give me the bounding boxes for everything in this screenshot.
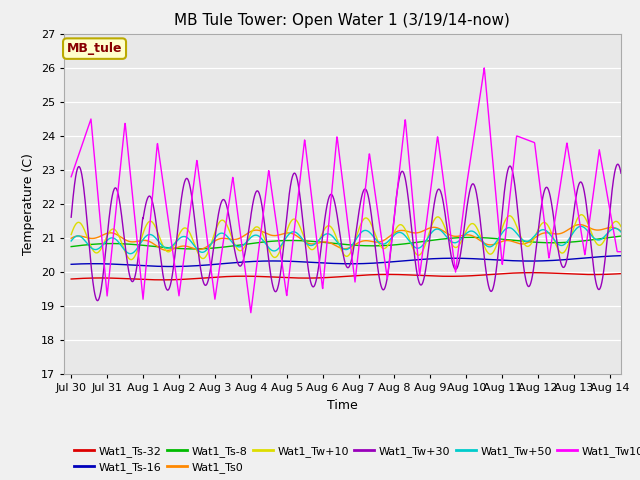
Wat1_Tw+10 — [506, 213, 514, 219]
Wat1_Tw100 — [608, 220, 616, 226]
Wat1_Tw100 — [247, 310, 255, 315]
Wat1_Ts-16 — [506, 258, 514, 264]
Y-axis label: Temperature (C): Temperature (C) — [22, 153, 35, 255]
Wat1_Tw+50 — [67, 238, 75, 244]
Wat1_Ts-8 — [324, 240, 332, 246]
Wat1_Ts-32 — [324, 275, 332, 280]
Wat1_Tw+50 — [608, 226, 616, 232]
Wat1_Tw+30 — [624, 231, 632, 237]
Wat1_Tw100 — [96, 211, 104, 216]
Wat1_Ts-16 — [608, 253, 616, 259]
Wat1_Ts-8 — [67, 244, 75, 250]
Wat1_Tw+50 — [339, 245, 346, 251]
Line: Wat1_Tw+30: Wat1_Tw+30 — [71, 164, 628, 300]
Wat1_Tw+30 — [96, 293, 104, 299]
Wat1_Tw+10 — [96, 248, 104, 254]
Wat1_Tw+50 — [96, 245, 104, 251]
Wat1_Ts0 — [609, 225, 616, 230]
Wat1_Tw+50 — [324, 231, 332, 237]
Wat1_Tw+50 — [609, 226, 616, 232]
Title: MB Tule Tower: Open Water 1 (3/19/14-now): MB Tule Tower: Open Water 1 (3/19/14-now… — [175, 13, 510, 28]
Wat1_Ts-8 — [608, 234, 616, 240]
Wat1_Ts0 — [575, 222, 583, 228]
Wat1_Tw+10 — [324, 223, 332, 229]
Wat1_Ts-8 — [624, 232, 632, 238]
Wat1_Tw+10 — [67, 232, 75, 238]
Line: Wat1_Ts-8: Wat1_Ts-8 — [71, 235, 628, 249]
Wat1_Tw100 — [506, 191, 514, 197]
Wat1_Ts0 — [506, 238, 514, 244]
Wat1_Tw100 — [324, 235, 332, 241]
Wat1_Tw+30 — [67, 215, 75, 220]
Wat1_Tw+30 — [608, 190, 616, 195]
Wat1_Ts-16 — [67, 262, 75, 267]
Wat1_Tw+50 — [624, 238, 632, 244]
X-axis label: Time: Time — [327, 399, 358, 412]
Wat1_Ts0 — [96, 234, 104, 240]
Wat1_Tw+10 — [578, 212, 586, 217]
Wat1_Ts-32 — [96, 275, 104, 281]
Wat1_Tw100 — [67, 174, 75, 180]
Wat1_Ts-32 — [608, 271, 616, 277]
Wat1_Ts-8 — [339, 241, 346, 247]
Wat1_Tw100 — [339, 175, 346, 181]
Wat1_Ts-16 — [339, 261, 346, 266]
Wat1_Ts-32 — [609, 271, 616, 277]
Wat1_Ts-8 — [506, 237, 514, 243]
Wat1_Tw+50 — [126, 251, 134, 256]
Wat1_Tw+50 — [577, 223, 585, 229]
Wat1_Ts-16 — [96, 261, 104, 266]
Wat1_Tw+10 — [608, 222, 616, 228]
Wat1_Tw+30 — [324, 200, 332, 206]
Line: Wat1_Tw+10: Wat1_Tw+10 — [71, 215, 628, 260]
Line: Wat1_Tw100: Wat1_Tw100 — [71, 68, 628, 312]
Wat1_Ts-16 — [608, 253, 616, 259]
Wat1_Ts-32 — [528, 270, 536, 276]
Wat1_Ts0 — [324, 239, 332, 245]
Wat1_Tw100 — [624, 249, 632, 254]
Wat1_Ts0 — [163, 248, 171, 253]
Line: Wat1_Ts-16: Wat1_Ts-16 — [71, 255, 628, 266]
Wat1_Ts-32 — [506, 270, 514, 276]
Wat1_Ts-32 — [339, 274, 346, 279]
Wat1_Tw+10 — [624, 241, 632, 247]
Wat1_Ts0 — [624, 233, 632, 239]
Wat1_Tw+30 — [614, 161, 621, 167]
Line: Wat1_Ts0: Wat1_Ts0 — [71, 225, 628, 251]
Wat1_Tw+10 — [127, 257, 135, 263]
Wat1_Ts-16 — [624, 252, 632, 258]
Wat1_Tw+30 — [339, 246, 346, 252]
Wat1_Ts-8 — [189, 246, 197, 252]
Wat1_Ts-32 — [624, 270, 632, 276]
Wat1_Ts-32 — [67, 276, 75, 282]
Wat1_Ts-32 — [159, 277, 166, 283]
Wat1_Tw+10 — [609, 221, 616, 227]
Line: Wat1_Tw+50: Wat1_Tw+50 — [71, 226, 628, 253]
Wat1_Ts-16 — [167, 264, 175, 269]
Wat1_Tw+30 — [608, 187, 616, 193]
Text: MB_tule: MB_tule — [67, 42, 122, 55]
Wat1_Tw+30 — [93, 298, 101, 303]
Wat1_Ts0 — [339, 246, 346, 252]
Wat1_Tw+30 — [506, 163, 514, 169]
Wat1_Tw100 — [481, 65, 488, 71]
Wat1_Tw100 — [609, 221, 616, 227]
Wat1_Ts-16 — [324, 260, 332, 266]
Wat1_Ts-8 — [96, 241, 104, 247]
Wat1_Ts0 — [67, 235, 75, 241]
Line: Wat1_Ts-32: Wat1_Ts-32 — [71, 273, 628, 280]
Wat1_Tw+10 — [339, 249, 346, 255]
Wat1_Ts0 — [608, 225, 616, 230]
Legend: Wat1_Ts-32, Wat1_Ts-16, Wat1_Ts-8, Wat1_Ts0, Wat1_Tw+10, Wat1_Tw+30, Wat1_Tw+50,: Wat1_Ts-32, Wat1_Ts-16, Wat1_Ts-8, Wat1_… — [70, 441, 640, 478]
Wat1_Ts-8 — [608, 234, 616, 240]
Wat1_Tw+50 — [506, 225, 514, 230]
